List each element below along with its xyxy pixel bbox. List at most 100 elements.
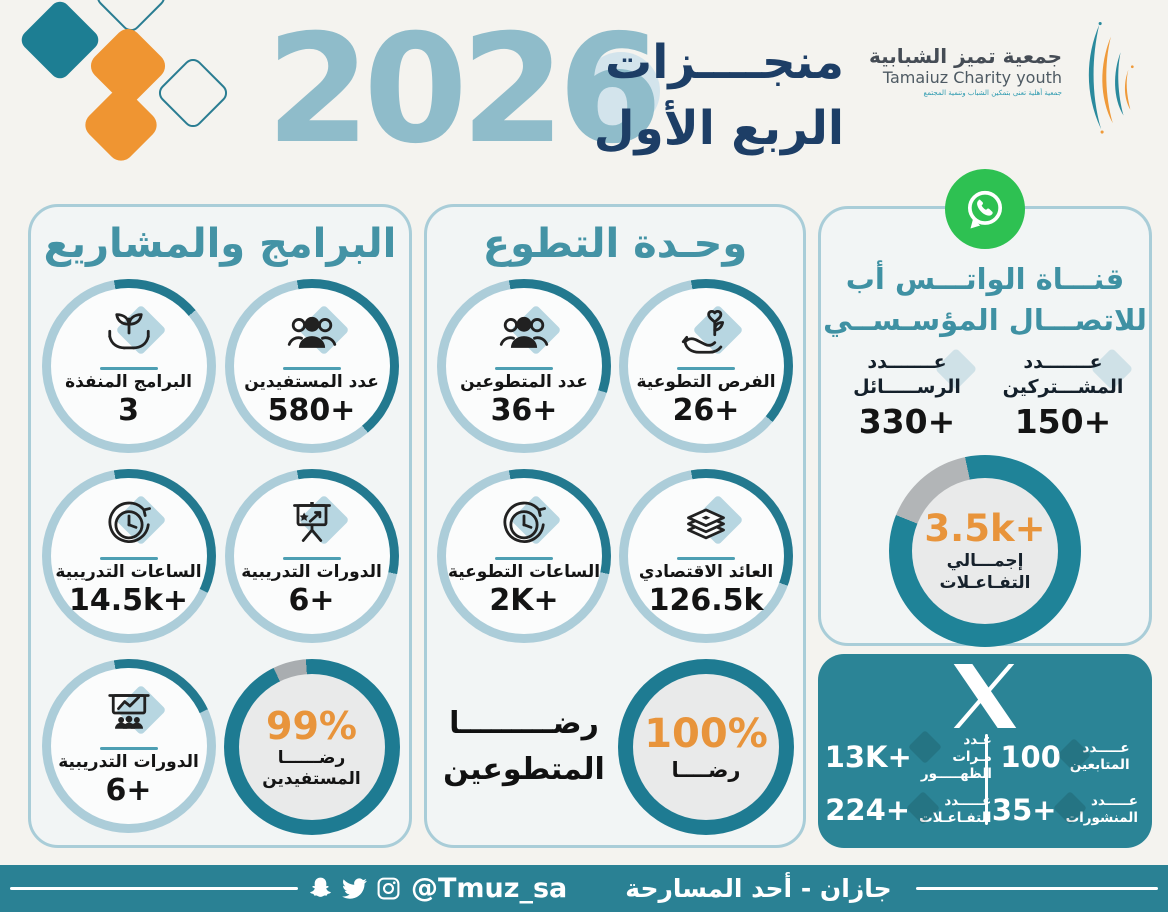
stat-circle-programs-executed: البرامج المنفذة 3 xyxy=(41,279,216,453)
training-board-icon xyxy=(107,693,150,729)
deco-diamond-teal xyxy=(17,0,103,83)
donut-label-line1: إجمـــالي xyxy=(946,550,1024,571)
whatsapp-stat-messages: عـــــــدد الرســـــائل 330+ xyxy=(829,350,985,440)
volunteer-panel: وحـدة التطوع الفرص التطوعية xyxy=(424,204,806,848)
people-group-icon xyxy=(287,316,336,348)
stat-value: 100 xyxy=(1000,740,1061,775)
whatsapp-stat-subscribers: عـــــــدد المشـــتركين 150+ xyxy=(985,350,1141,440)
stat-value: 6+ xyxy=(288,583,335,619)
plant-hands-icon xyxy=(107,312,150,349)
stat-label: عـــــدد التفـاعـلات xyxy=(919,792,992,826)
location-text: جازان - أحد المسارحة xyxy=(625,874,892,903)
footer-bar: @Tmuz_sa جازان - أحد المسارحة xyxy=(0,865,1168,912)
page-title-line2: الربع الأول xyxy=(593,100,844,156)
satisfaction-circle-beneficiaries: 99% رضــــــا المستفيدين xyxy=(223,659,400,835)
footer-rule-left xyxy=(10,887,298,890)
whatsapp-panel-title: قنـــاة الواتـــس أب للاتصـــال المؤسـسـ… xyxy=(821,259,1149,340)
satisfaction-label-line1: رضــــــا xyxy=(277,747,346,768)
stat-label: عـــــدد المتابعين xyxy=(1069,740,1130,774)
stat-value: 13K+ xyxy=(824,740,912,775)
stat-value: 3 xyxy=(118,393,139,429)
stat-value: 126.5k xyxy=(648,583,764,619)
twitter-icon xyxy=(342,878,367,899)
divider xyxy=(99,556,158,560)
x-stat-followers: عـــــدد المتابعين 100 xyxy=(992,732,1138,783)
stat-value: 150+ xyxy=(1014,401,1112,441)
clock-icon xyxy=(108,501,151,543)
org-name-arabic: جمعية تميز الشبابية xyxy=(868,44,1062,68)
divider xyxy=(282,366,341,370)
whatsapp-title-line2: للاتصـــال المؤسـســي xyxy=(823,302,1147,337)
org-identity: جمعية تميز الشبابية Tamaiuz Charity yout… xyxy=(858,44,1062,97)
stat-circle-volunteer-hours: الساعات التطوعية 2K+ xyxy=(437,469,611,643)
programs-grid: عدد المستفيدين 580+ البر xyxy=(31,279,409,835)
instagram-icon xyxy=(377,877,400,900)
footer-rule-right xyxy=(915,887,1158,890)
stat-label-line2: المشـــتركين xyxy=(1002,375,1124,398)
stat-circle-economic-return: العائد الاقتصادي 126.5k xyxy=(619,469,793,643)
donut-value: 3.5k+ xyxy=(924,506,1046,550)
divider xyxy=(99,746,158,750)
x-stat-impressions: عـدد مـرات الظهـــــور 13K+ xyxy=(825,732,992,783)
divider xyxy=(677,556,735,560)
page-title-line1: منجــــزات xyxy=(605,35,844,90)
whatsapp-stats: عـــــــدد المشـــتركين 150+ عـــــــدد … xyxy=(821,350,1149,440)
x-stats-grid: عـــــدد المتابعين 100 عـدد مـرات الظهــ… xyxy=(818,732,1152,827)
volunteer-satisfaction-caption: رضـــــــــا المتطوعين xyxy=(443,659,605,835)
stat-label: الفرص التطوعية xyxy=(636,371,776,392)
x-stat-posts: عـــــدد المنشورات 35+ xyxy=(992,793,1138,827)
page-title: منجــــزات الربع الأول xyxy=(548,30,844,162)
x-panel: عـــــدد المتابعين 100 عـدد مـرات الظهــ… xyxy=(818,654,1152,848)
whatsapp-icon xyxy=(945,169,1025,249)
divider xyxy=(282,556,341,560)
stat-value: 224+ xyxy=(825,792,911,827)
stat-label: الدورات التدريبية xyxy=(241,561,382,582)
stat-value: 14.5k+ xyxy=(68,583,189,619)
interactions-donut: 3.5k+ إجمـــالي التفـاعـلات xyxy=(889,454,1081,647)
deco-diamond-orange xyxy=(79,83,163,167)
stat-value: 330+ xyxy=(858,401,956,441)
satisfaction-circle-volunteers: 100% رضــــا xyxy=(618,659,794,835)
stat-value: 580+ xyxy=(267,393,356,429)
stat-value: 2K+ xyxy=(489,583,559,619)
org-tagline: جمعية أهلية تعنى بتمكين الشباب وتنمية ال… xyxy=(923,89,1062,97)
divider xyxy=(495,366,553,370)
stat-circle-volunteers-count: عدد المتطوعين 36+ xyxy=(437,279,611,453)
clock-icon xyxy=(503,501,546,543)
x-logo-icon xyxy=(953,664,1017,728)
year-heading: 2026 xyxy=(266,3,662,177)
volunteer-panel-title: وحـدة التطوع xyxy=(482,221,748,267)
deco-diamond-outline xyxy=(154,54,232,132)
stat-value: 36+ xyxy=(490,393,558,429)
stat-label: العائد الاقتصادي xyxy=(638,561,774,582)
x-stat-interactions: عـــــدد التفـاعـلات 224+ xyxy=(825,793,992,827)
stat-label: عـدد مـرات الظهـــــور xyxy=(920,732,992,782)
stat-label: الساعات التطوعية xyxy=(447,561,601,582)
snapchat-icon xyxy=(310,877,331,897)
stat-label: عـــــدد المنشورات xyxy=(1065,792,1138,826)
stat-circle-training-hours: الساعات التدريبية 14.5k+ xyxy=(41,469,216,643)
whatsapp-title-line1: قنـــاة الواتـــس أب xyxy=(845,262,1125,296)
stat-label: الدورات التدريبية xyxy=(58,751,199,772)
whatsapp-panel: قنـــاة الواتـــس أب للاتصـــال المؤسـسـ… xyxy=(818,169,1152,647)
stat-circle-volunteer-opportunities: الفرص التطوعية 26+ xyxy=(619,279,793,453)
stat-value: 35+ xyxy=(991,792,1057,827)
stat-label-line1: عـــــــدد xyxy=(1023,351,1103,374)
caption-line1: رضـــــــــا xyxy=(449,705,599,741)
volunteer-grid: الفرص التطوعية 26+ عدد المتطوعين xyxy=(427,279,803,835)
org-name-english: Tamaiuz Charity youth xyxy=(882,68,1062,87)
programs-panel-title: البرامج والمشاريع xyxy=(43,221,398,267)
people-group-icon xyxy=(499,316,549,348)
stat-label: البرامج المنفذة xyxy=(65,371,192,392)
money-stack-icon xyxy=(687,508,725,539)
satisfaction-percent: 100% xyxy=(644,710,768,757)
hand-plant-icon xyxy=(681,309,725,354)
divider xyxy=(99,366,158,370)
presentation-screen-icon xyxy=(292,501,331,542)
deco-circle xyxy=(582,52,660,130)
stat-label: عدد المتطوعين xyxy=(460,371,588,392)
stat-label: الساعات التدريبية xyxy=(55,561,202,582)
social-handle: @Tmuz_sa xyxy=(411,873,568,904)
stat-label-line1: عـــــــدد xyxy=(867,351,947,374)
caption-line2: المتطوعين xyxy=(443,752,605,787)
